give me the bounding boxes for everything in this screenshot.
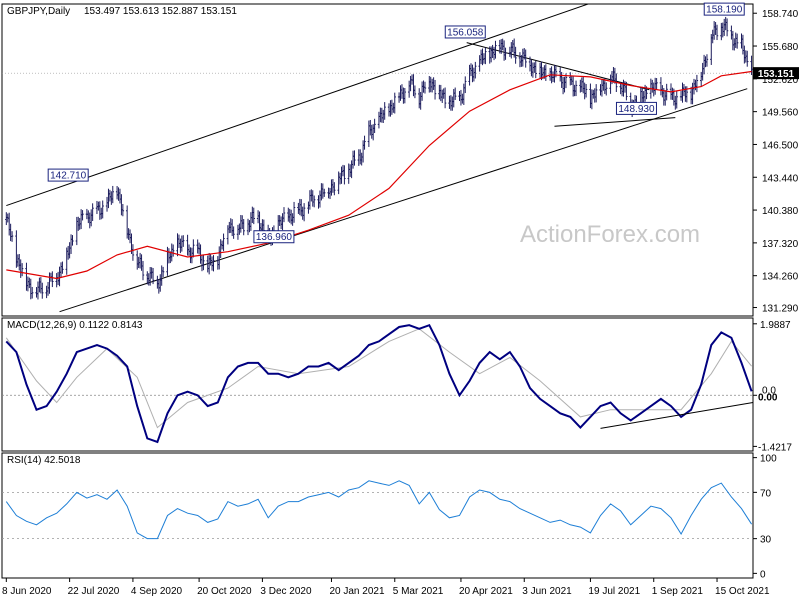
x-tick-label: 20 Apr 2021: [459, 586, 513, 597]
rsi-title: RSI(14) 42.5018: [7, 455, 81, 466]
price-y-tick-label: 131.290: [762, 304, 799, 315]
price-y-tick-label: 134.260: [762, 272, 799, 283]
macd-y-tick-label: -1.4217: [758, 442, 792, 453]
price-trendlines: [6, 4, 748, 313]
trendline-channel-lower: [59, 88, 748, 313]
annotation-label: 158.190: [706, 5, 743, 16]
x-tick-label: 20 Jan 2021: [329, 586, 384, 597]
x-tick-label: 3 Jun 2021: [522, 586, 572, 597]
trendline-channel-upper: [6, 4, 590, 207]
macd-y-tick-label: 0.0: [762, 385, 776, 396]
x-tick-label: 22 Jul 2020: [68, 586, 120, 597]
macd-y-tick-label: 0.00: [758, 392, 778, 403]
ohlc-readout: 153.497 153.613 152.887 153.151: [84, 6, 237, 17]
annotation-box: [703, 2, 745, 16]
current-price-tag: [753, 67, 799, 80]
x-tick-label: 8 Jun 2020: [2, 586, 52, 597]
annotation-label: 136.960: [256, 232, 293, 243]
price-y-tick-label: 143.440: [762, 173, 799, 184]
watermark-text: ActionForex.com: [520, 221, 700, 248]
x-tick-label: 3 Dec 2020: [260, 586, 312, 597]
price-y-tick-label: 155.680: [762, 42, 799, 53]
x-tick-label: 5 Mar 2021: [393, 586, 444, 597]
rsi-y-tick-label: 70: [760, 488, 772, 499]
macd-line: [5, 323, 753, 444]
price-y-tick-label: 149.560: [762, 108, 799, 119]
trendline-triangle-lower: [554, 117, 676, 127]
x-tick-label: 19 Jul 2021: [588, 586, 640, 597]
x-tick-label: 4 Sep 2020: [131, 586, 183, 597]
rsi-pane-frame: [1, 452, 754, 579]
macd-title: MACD(12,26,9) 0.1122 0.8143: [7, 320, 143, 331]
current-price-label: 153.151: [758, 69, 795, 80]
price-pane-frame: [1, 3, 754, 317]
annotation-box: [615, 101, 657, 115]
annotation-label: 148.930: [618, 104, 655, 115]
rsi-y-tick-label: 30: [760, 535, 772, 546]
annotation-box: [444, 25, 486, 39]
price-y-tick-label: 146.500: [762, 140, 799, 151]
x-tick-label: 20 Oct 2020: [197, 586, 252, 597]
annotation-box: [47, 168, 89, 182]
rsi-line: [5, 480, 753, 540]
x-tick-label: 15 Oct 2021: [715, 586, 770, 597]
trendline-triangle-upper: [466, 42, 650, 91]
x-tick-label: 1 Sep 2021: [652, 586, 704, 597]
annotation-box: [253, 230, 295, 244]
price-y-tick-label: 152.620: [762, 75, 799, 86]
price-y-tick-label: 158.740: [762, 9, 799, 20]
price-y-tick-label: 140.380: [762, 206, 799, 217]
moving-average-line: [6, 70, 752, 280]
rsi-y-tick-label: 100: [760, 454, 777, 465]
macd-support-trendline: [600, 401, 754, 429]
rsi-y-tick-label: 0: [760, 569, 766, 580]
price-title: GBPJPY,Daily: [7, 6, 70, 17]
annotation-label: 142.710: [50, 171, 87, 182]
macd-y-tick-label: 1.9887: [760, 320, 791, 331]
macd-pane-frame: [1, 317, 754, 452]
annotation-label: 156.058: [447, 27, 484, 38]
price-y-tick-label: 137.320: [762, 239, 799, 250]
